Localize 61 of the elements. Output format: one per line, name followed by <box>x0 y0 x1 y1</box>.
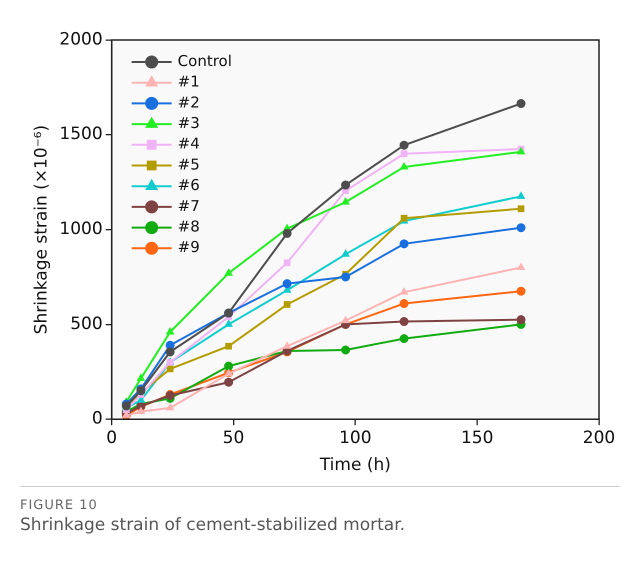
point <box>400 317 409 326</box>
point <box>342 198 350 205</box>
y-tick-label: 1500 <box>59 124 103 144</box>
point <box>166 347 175 356</box>
point <box>224 320 233 327</box>
text: Shrinkage strain of cement-stabilized mortar. <box>20 515 406 535</box>
point <box>400 150 408 158</box>
point <box>224 268 233 276</box>
point <box>224 362 234 371</box>
point <box>342 316 350 324</box>
x-tick-label: 150 <box>460 428 494 448</box>
legend-label: Control <box>178 52 232 70</box>
legend-label: #4 <box>178 134 200 153</box>
point <box>166 403 174 410</box>
legend-label: #8 <box>178 217 200 236</box>
point <box>400 140 409 150</box>
point <box>400 288 408 295</box>
x-tick-label: 100 <box>339 428 372 448</box>
point <box>400 299 409 308</box>
point <box>518 205 524 212</box>
point <box>284 259 290 266</box>
point <box>166 327 174 334</box>
point <box>225 342 232 350</box>
point <box>341 180 350 190</box>
point <box>516 223 526 232</box>
point <box>283 342 292 349</box>
point <box>282 228 292 238</box>
point <box>166 366 174 372</box>
legend-label: #3 <box>178 114 200 132</box>
legend-label: #1 <box>178 72 200 91</box>
legend-label: #2 <box>178 93 200 112</box>
x-tick-label: 0 <box>106 428 118 448</box>
legend-label: #7 <box>178 196 200 215</box>
legend-label: #9 <box>178 238 200 256</box>
point <box>341 272 350 282</box>
x-tick-label: 200 <box>582 428 616 448</box>
legend-label: #6 <box>178 176 200 194</box>
legend-label: #5 <box>178 155 200 174</box>
caption: FIGURE 10 <box>20 498 99 513</box>
point <box>516 286 526 296</box>
y-tick-label: 0 <box>92 408 103 429</box>
point <box>516 315 526 324</box>
point <box>516 99 526 108</box>
point <box>517 192 525 199</box>
point <box>284 301 290 308</box>
point <box>136 407 145 414</box>
point <box>224 378 234 387</box>
y-tick-label: 2000 <box>59 29 103 50</box>
y-tick-label: 1000 <box>59 219 103 240</box>
x-tick-label: 50 <box>222 428 244 448</box>
y-tick-label: 500 <box>70 314 103 334</box>
point <box>282 279 292 288</box>
point <box>341 345 350 354</box>
point <box>400 162 408 170</box>
y-axis-title: Shrinkage strain (×10⁻⁶) <box>32 124 52 334</box>
point <box>400 334 409 344</box>
point <box>136 374 145 381</box>
point <box>517 263 525 270</box>
point <box>342 250 350 257</box>
point <box>400 239 409 248</box>
x-axis-title: Time (h) <box>318 455 391 476</box>
